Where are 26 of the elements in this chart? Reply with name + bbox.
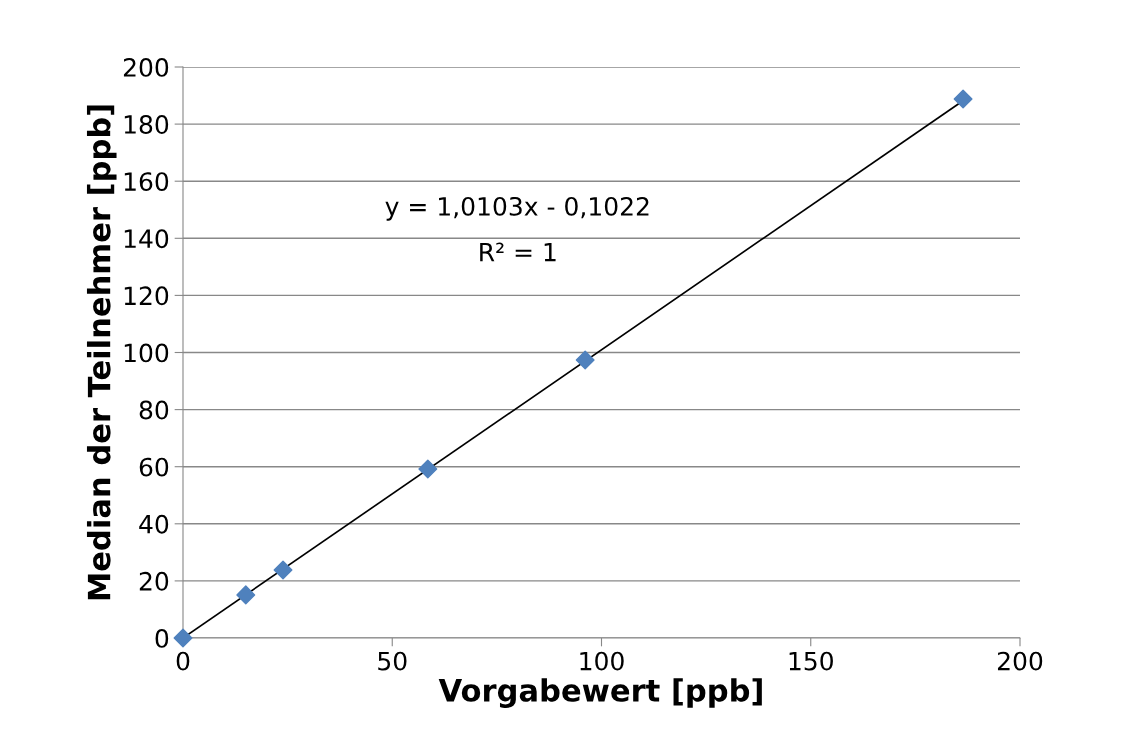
x-tick-label: 150 bbox=[789, 651, 833, 671]
annotation: y = 1,0103x - 0,1022 bbox=[385, 196, 649, 221]
y-tick-label: 60 bbox=[139, 457, 169, 477]
y-tick-label: 180 bbox=[124, 115, 169, 134]
x-tick-label: 100 bbox=[580, 651, 624, 671]
point bbox=[173, 628, 193, 648]
point bbox=[273, 560, 293, 580]
annotation: R² = 1 bbox=[480, 242, 556, 262]
x-tick-label: 0 bbox=[176, 651, 190, 671]
x-axis-title: Vorgabewert [ppb] bbox=[438, 678, 762, 708]
y-tick-label: 140 bbox=[124, 229, 169, 249]
x-tick-label: 50 bbox=[378, 651, 407, 671]
y-tick-label: 200 bbox=[123, 57, 169, 77]
point bbox=[575, 350, 595, 370]
y-tick-label: 0 bbox=[155, 628, 169, 648]
x-tick-label: 200 bbox=[997, 651, 1043, 671]
point bbox=[418, 459, 438, 479]
point bbox=[953, 89, 973, 109]
y-tick-label: 100 bbox=[124, 343, 169, 363]
y-tick-label: 20 bbox=[139, 571, 169, 591]
y-tick-label: 160 bbox=[124, 172, 169, 192]
y-axis-title: Median der Teilnehmer [ppb] bbox=[86, 105, 117, 600]
y-tick-label: 120 bbox=[124, 286, 169, 306]
y-tick-label: 80 bbox=[139, 400, 169, 420]
point bbox=[236, 585, 256, 605]
y-tick-label: 40 bbox=[139, 514, 169, 534]
